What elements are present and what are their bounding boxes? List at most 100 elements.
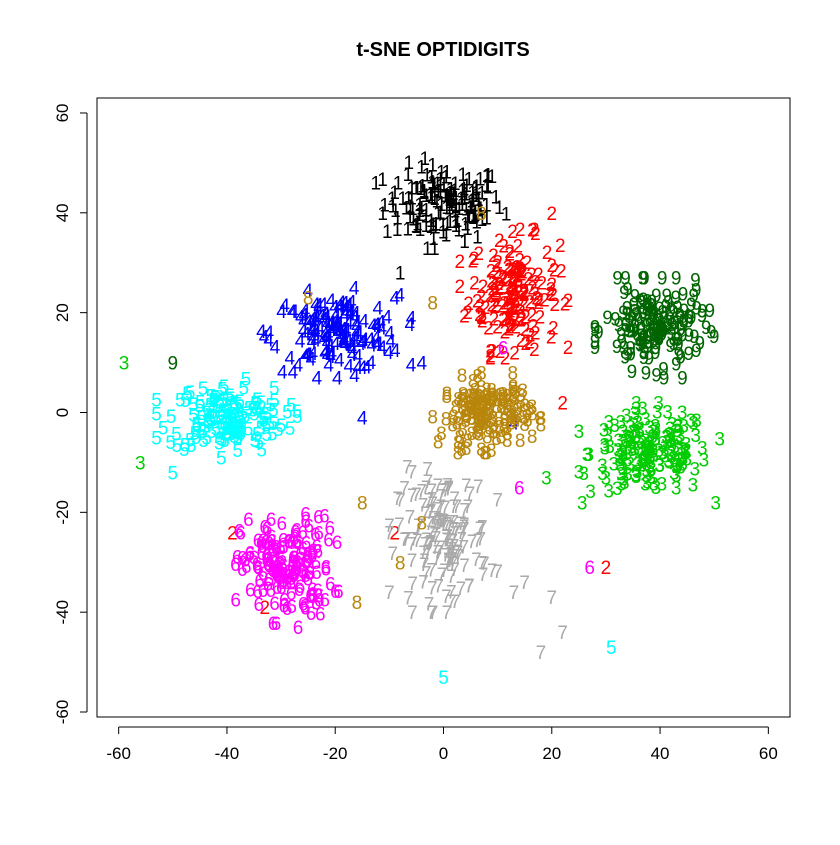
digit-7-point: 7 [426, 560, 437, 581]
digit-5-point: 5 [231, 424, 242, 445]
digit-3-point: 3 [622, 464, 633, 485]
digit-3-point: 3 [690, 426, 701, 447]
digit-9-point: 9 [665, 310, 676, 331]
digit-2-point: 2 [505, 301, 516, 322]
digit-5-point: 5 [214, 407, 225, 428]
digit-5-point: 5 [228, 410, 239, 431]
digit-1-point: 1 [427, 187, 438, 208]
digit-2-point: 2 [520, 334, 531, 355]
digit-6-point: 6 [313, 542, 324, 563]
digit-8-point: 8 [519, 396, 530, 417]
digit-2-point: 2 [518, 294, 529, 315]
digit-2-point: 2 [545, 284, 556, 305]
digit-3-point: 3 [648, 445, 659, 466]
x-axis: -60 -40 -20 0 20 40 60 [106, 726, 778, 763]
digit-6-point: 6 [292, 559, 303, 580]
digit-5-point: 5 [285, 419, 296, 440]
digit-7-point: 7 [426, 533, 437, 554]
digit-2-point: 2 [527, 279, 538, 300]
digit-1-point: 1 [428, 174, 439, 195]
digit-9-point: 9 [669, 313, 680, 334]
digit-3-point: 3 [640, 431, 651, 452]
digit-4-point: 4 [307, 332, 318, 353]
digit-7-point: 7 [436, 486, 447, 507]
digit-9-point: 9 [620, 321, 631, 342]
digit-1-point: 1 [446, 189, 457, 210]
digit-1-point: 1 [450, 174, 461, 195]
digit-3-point: 3 [631, 426, 642, 447]
digit-5-point: 5 [267, 425, 278, 446]
digit-3-point: 3 [699, 450, 710, 471]
digit-3-point: 3 [688, 476, 699, 497]
digit-3-point: 3 [671, 478, 682, 499]
digit-4-point: 4 [279, 296, 290, 317]
digit-4-point: 4 [313, 298, 324, 319]
digit-3-point: 3 [616, 465, 627, 486]
digit-3-point: 3 [650, 429, 661, 450]
digit-1-point: 1 [491, 188, 502, 209]
digit-7-point: 7 [443, 479, 454, 500]
digit-3-point: 3 [690, 460, 701, 481]
digit-2-point: 2 [469, 249, 480, 270]
digit-1-point: 1 [425, 217, 436, 238]
digit-9-point: 9 [661, 286, 672, 307]
digit-3-point: 3 [633, 454, 644, 475]
digit-2-point: 2 [520, 320, 531, 341]
digit-3-point: 3 [714, 429, 725, 450]
digit-1-point: 1 [420, 207, 431, 228]
digit-9-point: 9 [630, 287, 641, 308]
digit-5-point: 5 [175, 390, 186, 411]
digit-7-point: 7 [444, 543, 455, 564]
digit-3-point: 3 [615, 455, 626, 476]
digit-9-point: 9 [639, 342, 650, 363]
digit-2-point: 2 [519, 284, 530, 305]
digit-7-point: 7 [487, 561, 498, 582]
digit-6-point: 6 [267, 540, 278, 561]
digit-3-point: 3 [597, 464, 608, 485]
digit-3-point: 3 [643, 434, 654, 455]
digit-1-point: 1 [405, 197, 416, 218]
y-tick-label: -20 [53, 500, 72, 525]
digit-9-point: 9 [650, 330, 661, 351]
digit-5-point: 5 [238, 378, 249, 399]
digit-2-point: 2 [500, 322, 511, 343]
digit-3-point: 3 [624, 428, 635, 449]
digit-3-point: 3 [671, 466, 682, 487]
digit-7-point: 7 [446, 592, 457, 613]
digit-3-point: 3 [658, 444, 669, 465]
digit-4-point: 4 [306, 350, 317, 371]
digit-9-point: 9 [627, 362, 638, 383]
digit-4-point: 4 [371, 334, 382, 355]
digit-8-point: 8 [521, 401, 532, 422]
digit-9-point: 9 [612, 269, 623, 290]
digit-4-point: 4 [334, 350, 345, 371]
digit-7-point: 7 [407, 463, 418, 484]
digit-3-point: 3 [667, 435, 678, 456]
digit-9-point: 9 [631, 304, 642, 325]
digit-3-point: 3 [665, 419, 676, 440]
digit-5-point: 5 [224, 414, 235, 435]
digit-5-point: 5 [185, 431, 196, 452]
digit-4-point: 4 [325, 347, 336, 368]
digit-4-point: 4 [384, 324, 395, 345]
digit-5-point: 5 [256, 393, 267, 414]
digit-4-point: 4 [332, 369, 343, 390]
digit-9-point: 9 [619, 283, 630, 304]
digit-1-point: 1 [456, 189, 467, 210]
digit-4-point: 4 [298, 311, 309, 332]
digit-6-point: 6 [276, 578, 287, 599]
digit-1-point: 1 [421, 216, 432, 237]
digit-2-point: 2 [516, 260, 527, 281]
digit-7-point: 7 [467, 532, 478, 553]
digit-7-point: 7 [475, 529, 486, 550]
digit-2-point: 2 [472, 291, 483, 312]
digit-2-point: 2 [516, 331, 527, 352]
digit-7-point: 7 [388, 544, 399, 565]
digit-1-point: 1 [429, 176, 440, 197]
digit-4-point: 4 [300, 301, 311, 322]
digit-4-point: 4 [323, 325, 334, 346]
digit-8-point: 8 [477, 393, 488, 414]
digit-1-point: 1 [454, 199, 465, 220]
digit-4-point: 4 [322, 328, 333, 349]
digit-5-point: 5 [219, 420, 230, 441]
